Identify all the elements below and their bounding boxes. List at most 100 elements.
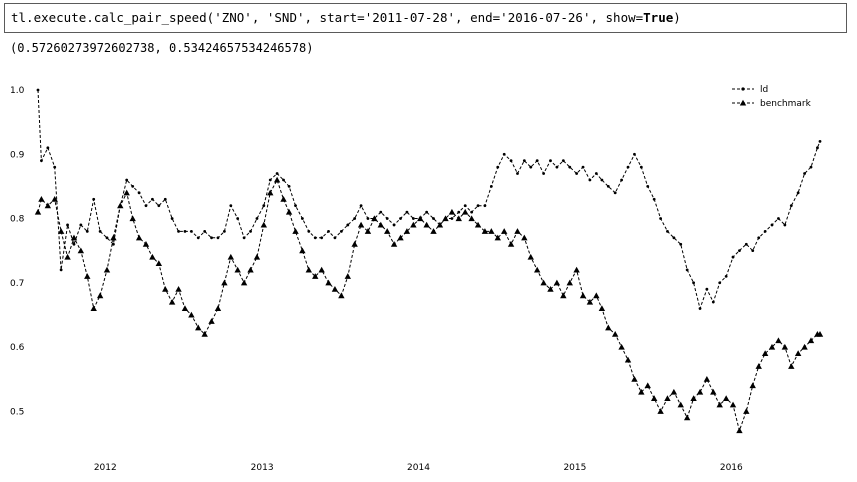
ld-point-marker xyxy=(724,274,728,278)
benchmark-point-marker xyxy=(110,234,117,241)
benchmark-point-marker xyxy=(579,292,587,299)
benchmark-point-marker xyxy=(618,343,625,350)
benchmark-point-marker xyxy=(175,286,182,292)
benchmark-point-marker xyxy=(371,215,378,222)
ld-point-marker xyxy=(450,217,454,220)
benchmark-point-marker xyxy=(644,382,651,389)
ld-point-marker xyxy=(353,217,357,220)
benchmark-point-marker xyxy=(801,343,808,350)
benchmark-point-marker xyxy=(638,388,645,395)
ld-point-marker xyxy=(333,236,337,240)
ld-point-marker xyxy=(568,165,572,169)
ld-point-marker xyxy=(379,210,383,214)
pair-speed-chart: 1.0 0.9 0.8 0.7 0.6 0.5 2012 2013 2014 2015 2016 ld… xyxy=(10,85,824,473)
benchmark-point-marker xyxy=(103,266,111,273)
benchmark-point-marker xyxy=(527,253,534,260)
ld-point-marker xyxy=(339,229,343,233)
x-tick-label: 2012 xyxy=(94,463,117,473)
output-tuple-text: (0.57260273972602738, 0.5342465753424657… xyxy=(10,41,314,55)
legend-marker-dot xyxy=(741,87,745,91)
benchmark-point-marker xyxy=(280,196,287,202)
ld-point-marker xyxy=(483,204,487,208)
benchmark-point-marker xyxy=(208,318,215,324)
benchmark-point-marker xyxy=(344,273,352,279)
ld-point-marker xyxy=(783,223,787,227)
ld-point-marker xyxy=(789,204,793,208)
benchmark-point-marker xyxy=(260,221,268,228)
ld-point-marker xyxy=(561,159,565,163)
ld-point-marker xyxy=(803,172,806,175)
ld-point-marker xyxy=(502,152,506,156)
benchmark-point-marker xyxy=(325,279,332,286)
ld-point-marker xyxy=(385,217,389,220)
benchmark-point-marker xyxy=(573,266,580,273)
ld-point-marker xyxy=(432,217,435,220)
benchmark-point-marker xyxy=(188,311,195,318)
benchmark-point-marker xyxy=(755,363,762,369)
ld-point-marker xyxy=(639,165,643,169)
benchmark-point-marker xyxy=(142,241,150,247)
x-tick-label: 2016 xyxy=(720,463,743,473)
benchmark-point-marker xyxy=(736,427,743,434)
benchmark-point-marker xyxy=(761,350,769,357)
benchmark-point-marker xyxy=(149,253,156,260)
benchmark-point-marker xyxy=(624,356,632,363)
ld-point-marker xyxy=(300,217,304,220)
benchmark-point-marker xyxy=(351,241,358,247)
ld-point-marker xyxy=(718,281,722,285)
benchmark-point-marker xyxy=(605,324,612,331)
benchmark-point-marker xyxy=(397,234,404,241)
ld-point-marker xyxy=(275,172,279,175)
ld-point-marker xyxy=(170,217,174,220)
ld-point-marker xyxy=(177,229,180,233)
y-tick-label: 0.7 xyxy=(10,279,24,289)
ld-point-marker xyxy=(196,236,200,240)
ld-point-marker xyxy=(685,268,689,272)
ld-point-marker xyxy=(40,159,43,163)
benchmark-point-marker xyxy=(357,221,365,228)
ld-point-marker xyxy=(659,217,663,220)
benchmark-point-marker xyxy=(84,273,91,279)
ld-point-marker xyxy=(46,146,50,150)
x-tick-label: 2015 xyxy=(563,463,586,473)
ld-point-marker xyxy=(144,204,148,208)
ld-point-marker xyxy=(366,217,370,220)
ld-point-marker xyxy=(613,191,617,195)
benchmark-point-marker xyxy=(410,221,417,228)
benchmark-point-marker xyxy=(481,228,489,234)
benchmark-point-marker xyxy=(273,176,281,183)
ld-point-marker xyxy=(92,197,96,201)
benchmark-point-marker xyxy=(501,228,508,234)
benchmark-point-marker xyxy=(448,208,456,215)
benchmark-point-marker xyxy=(442,215,449,222)
ld-point-marker xyxy=(183,229,187,233)
ld-point-marker xyxy=(575,172,579,175)
series-line-benchmark xyxy=(37,178,820,433)
ld-point-marker xyxy=(242,236,246,240)
benchmark-point-marker xyxy=(423,221,430,228)
benchmark-point-marker xyxy=(781,343,789,350)
benchmark-point-marker xyxy=(312,273,319,279)
benchmark-point-marker xyxy=(430,228,437,234)
ld-point-marker xyxy=(777,217,780,220)
ld-point-marker xyxy=(711,300,715,304)
ld-point-marker xyxy=(809,165,813,169)
ld-point-marker xyxy=(249,229,252,233)
ld-point-marker xyxy=(222,229,226,233)
ld-point-marker xyxy=(620,178,624,182)
benchmark-point-marker xyxy=(227,253,235,260)
benchmark-point-marker xyxy=(611,330,619,337)
benchmark-point-marker xyxy=(195,324,202,331)
code-input-cell[interactable]: tl.execute.calc_pair_speed('ZNO', 'SND',… xyxy=(4,3,847,33)
ld-point-marker xyxy=(53,165,57,169)
benchmark-point-marker xyxy=(253,253,261,260)
benchmark-point-marker xyxy=(390,241,398,247)
benchmark-point-marker xyxy=(553,279,561,286)
benchmark-point-marker xyxy=(214,305,222,312)
ld-point-marker xyxy=(425,210,429,214)
ld-point-marker xyxy=(763,229,767,233)
ld-point-marker xyxy=(85,229,89,233)
ld-point-marker xyxy=(679,242,683,246)
code-text: tl.execute.calc_pair_speed('ZNO', 'SND',… xyxy=(11,10,644,25)
benchmark-point-marker xyxy=(631,375,638,382)
